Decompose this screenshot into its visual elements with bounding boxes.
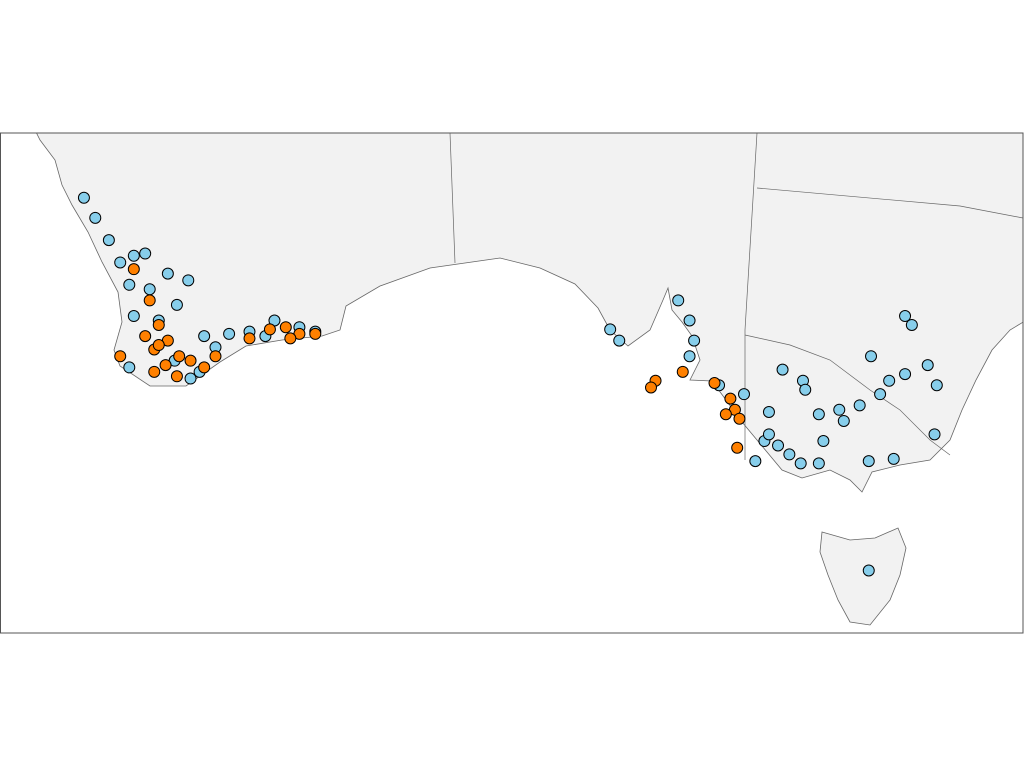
occurrence-point [114,256,127,269]
occurrence-point [794,457,807,470]
occurrence-point [184,354,197,367]
occurrence-point [676,365,689,378]
occurrence-point [173,350,186,363]
occurrence-point [930,379,943,392]
occurrence-point [184,372,197,385]
occurrence-point [279,321,292,334]
occurrence-point [114,350,127,363]
occurrence-point [749,455,762,468]
occurrence-point [762,406,775,419]
occurrence-point [243,332,256,345]
occurrence-point [738,388,750,401]
occurrence-point [862,455,875,468]
occurrence-point [263,323,276,336]
occurrence-point [613,334,626,347]
occurrence-point [776,363,789,376]
occurrence-point [604,323,617,336]
occurrence-point [148,365,161,378]
occurrence-point [123,361,136,374]
occurrence-point [127,310,140,323]
occurrence-point [139,330,152,343]
occurrence-point [182,274,195,287]
occurrence-point [708,377,721,389]
occurrence-point [309,327,322,340]
occurrence-point [874,388,887,401]
occurrence-point [853,399,866,412]
occurrence-point [683,314,696,327]
occurrence-point [209,350,222,363]
occurrence-point [152,339,165,352]
occurrence-point [724,392,737,405]
occurrence-point [905,318,918,331]
occurrence-point [772,439,785,452]
occurrence-point [883,374,896,387]
mainland [36,133,1023,493]
occurrence-point [799,383,812,396]
occurrence-point [198,330,211,343]
tasmania [819,527,907,626]
occurrence-point [672,294,685,307]
occurrence-point [783,448,796,461]
occurrence-point [127,249,140,262]
occurrence-point [127,263,140,276]
occurrence-point [817,435,830,448]
points [77,191,943,577]
occurrence-point [102,234,115,247]
occurrence-point [862,564,875,577]
occurrence-point [887,452,900,465]
occurrence-point [762,428,775,441]
occurrence-point [143,294,156,307]
occurrence-point [284,332,297,345]
occurrence-point [170,298,183,311]
occurrence-point [921,359,934,372]
occurrence-point [812,457,825,470]
occurrence-point [928,428,941,441]
occurrence-point [899,310,912,323]
occurrence-point [719,408,732,421]
occurrence-point [170,370,183,383]
occurrence-point [899,368,912,381]
occurrence-point [731,441,744,454]
occurrence-point [143,283,156,296]
occurrence-point [123,278,136,291]
occurrence-point [89,211,102,224]
occurrence-point [733,412,746,425]
occurrence-point [198,361,211,374]
occurrence-point [161,267,174,280]
occurrence-point [77,191,90,204]
occurrence-point [865,350,878,363]
state-borders [449,133,1023,460]
occurrence-point [833,403,846,416]
basemap [36,133,1023,626]
occurrence-point [837,414,850,427]
occurrence-point [139,247,152,260]
occurrence-point [645,381,657,394]
occurrence-point [159,359,172,372]
occurrence-point [223,327,236,340]
occurrence-point [683,350,696,363]
occurrence-point [152,318,165,331]
map-frame [0,132,1024,634]
occurrence-point [688,334,701,347]
occurrence-point [812,408,825,421]
